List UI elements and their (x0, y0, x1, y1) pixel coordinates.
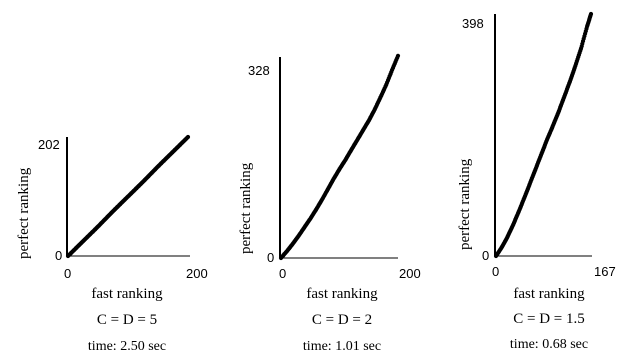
panel-3-caption: C = D = 1.5 (513, 311, 585, 327)
panel-1-y-tick-max: 202 (38, 137, 60, 152)
panel-2-x-tick-max: 200 (399, 266, 421, 281)
panel-1-points (65, 134, 191, 259)
panel-3-points (493, 11, 594, 259)
panel-3-y-label: perfect ranking (457, 158, 473, 250)
panel-1-point (185, 134, 191, 140)
panel-2-y-tick-min: 0 (267, 250, 274, 265)
panel-2-axes (279, 57, 398, 259)
panel-2-y-label: perfect ranking (238, 162, 254, 254)
panel-2-x-label: fast ranking (306, 286, 378, 302)
panel-3-axes (494, 14, 592, 257)
panel-1-y-label: perfect ranking (16, 167, 32, 259)
panel-1-x-label: fast ranking (91, 286, 163, 302)
panel-2-caption: C = D = 2 (312, 312, 372, 328)
panel-3-y-tick-max: 398 (462, 16, 484, 31)
panel-2-points (278, 53, 401, 261)
panel-1: 202 0 0 200 perfect ranking fast ranking… (16, 134, 208, 354)
panel-3-x-tick-min: 0 (492, 264, 499, 279)
panel-1-y-tick-min: 0 (55, 248, 62, 263)
panel-3-x-tick-max: 167 (594, 264, 616, 279)
panel-1-axes (66, 137, 190, 257)
panel-1-caption: C = D = 5 (97, 312, 157, 328)
panel-3-y-tick-min: 0 (482, 248, 489, 263)
panel-1-time: time: 2.50 sec (88, 339, 166, 354)
panel-3: 398 0 0 167 perfect ranking fast ranking… (457, 11, 616, 352)
panel-1-x-tick-max: 200 (186, 266, 208, 281)
panel-1-x-tick-min: 0 (64, 266, 71, 281)
panel-2-y-tick-max: 328 (248, 63, 270, 78)
panel-2: 328 0 0 200 perfect ranking fast ranking… (238, 53, 421, 354)
panel-3-time: time: 0.68 sec (510, 337, 588, 352)
panel-3-x-label: fast ranking (513, 286, 585, 302)
panel-3-point (588, 11, 594, 17)
panel-2-point (395, 53, 401, 58)
panel-2-time: time: 1.01 sec (303, 339, 381, 354)
panel-2-x-tick-min: 0 (279, 266, 286, 281)
